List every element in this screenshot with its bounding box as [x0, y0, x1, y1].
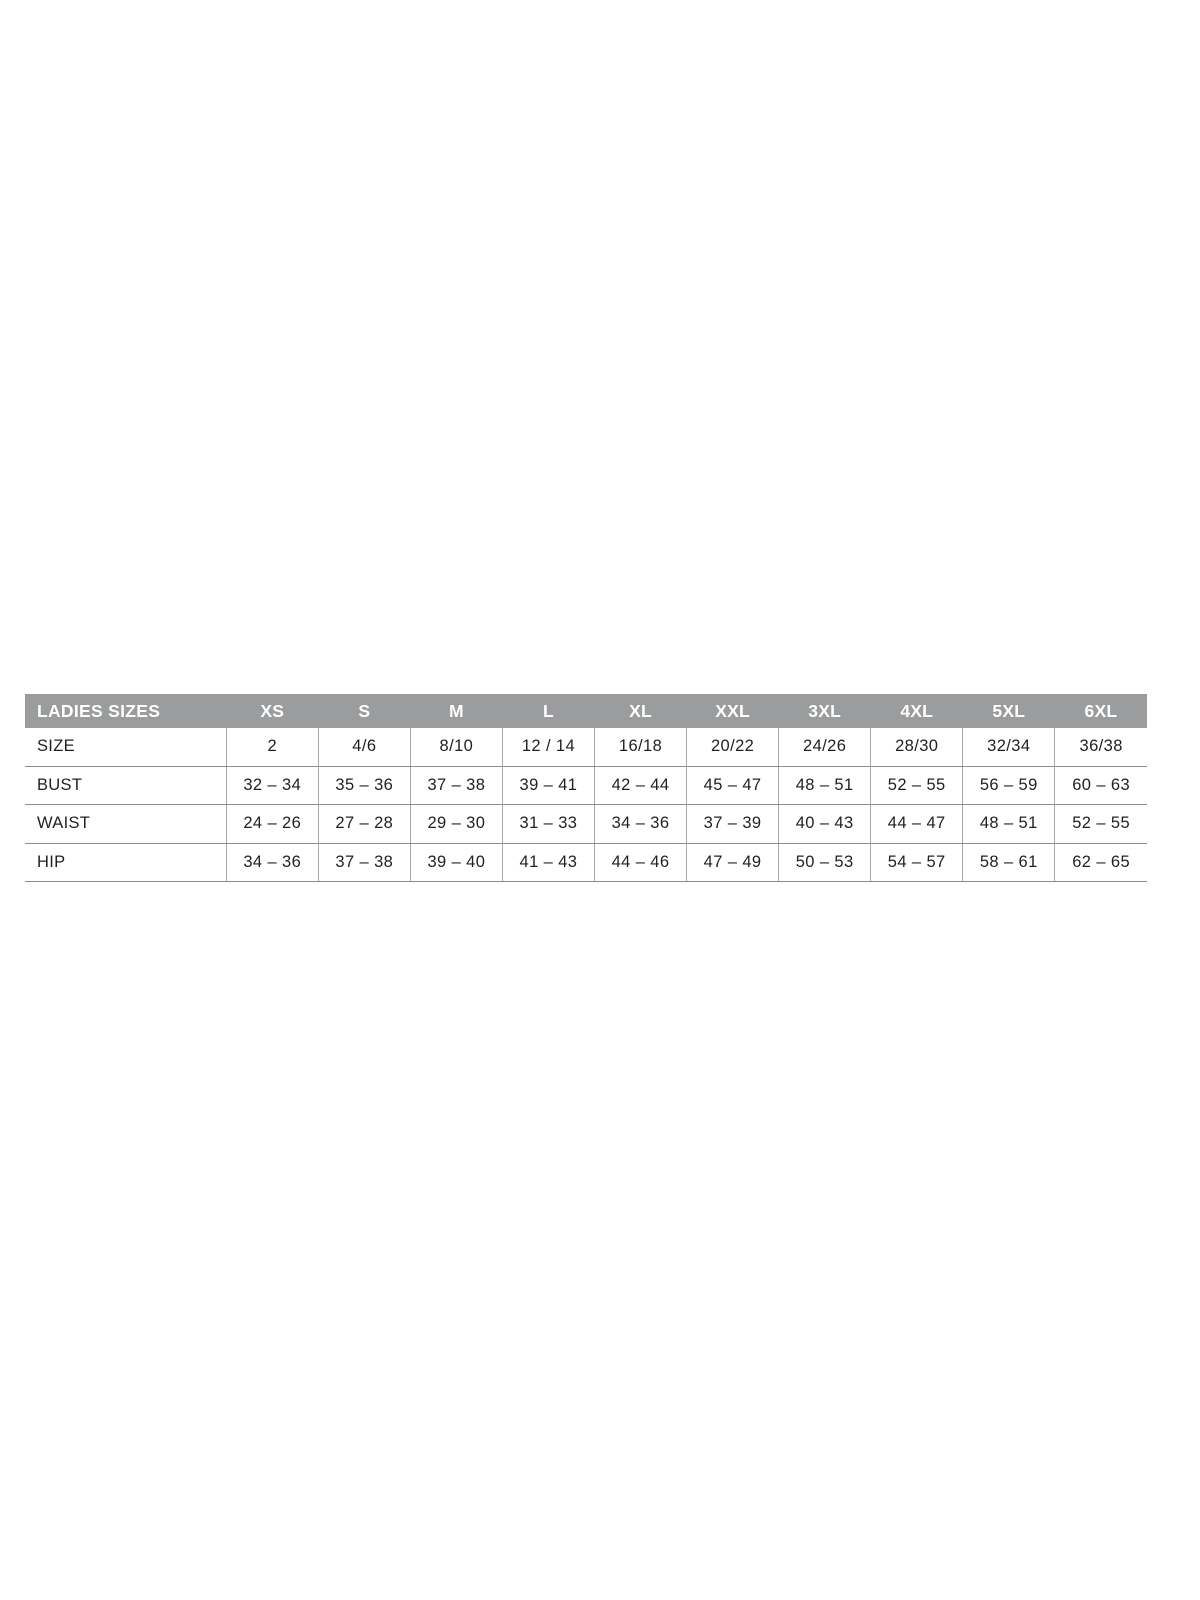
cell-waist-xs: 24 – 26: [225, 804, 319, 844]
cell-bust-6xl: 60 – 63: [1054, 766, 1147, 805]
cell-bust-5xl: 56 – 59: [962, 766, 1055, 805]
cell-size-xxl: 20/22: [686, 728, 779, 767]
size-chart-container: LADIES SIZES XS S M L XL XXL 3XL 4XL 5XL…: [25, 694, 1147, 882]
cell-hip-m: 39 – 40: [409, 843, 503, 882]
cell-waist-l: 31 – 33: [501, 804, 595, 844]
cell-hip-4xl: 54 – 57: [870, 843, 963, 882]
cell-size-xl: 16/18: [593, 728, 687, 767]
cell-waist-5xl: 48 – 51: [962, 804, 1055, 844]
column-header-xs: XS: [260, 700, 285, 721]
cell-hip-l: 41 – 43: [501, 843, 595, 882]
table-row: HIP 34 – 36 37 – 38 39 – 40 41 – 43 44 –…: [25, 843, 1147, 882]
cell-size-l: 12 / 14: [501, 728, 595, 767]
cell-bust-4xl: 52 – 55: [870, 766, 963, 805]
row-label-hip: HIP: [25, 843, 227, 882]
header-row: LADIES SIZES XS S M L XL XXL 3XL 4XL 5XL…: [25, 694, 1147, 728]
column-header-xl: XL: [629, 700, 652, 721]
cell-hip-xxl: 47 – 49: [686, 843, 779, 882]
cell-size-m: 8/10: [409, 728, 503, 767]
cell-bust-m: 37 – 38: [409, 766, 503, 805]
column-header-m: M: [449, 700, 464, 721]
cell-bust-s: 35 – 36: [317, 766, 411, 805]
table-body: SIZE 2 4/6 8/10 12 / 14 16/18 20/22 24/2…: [25, 728, 1147, 882]
column-header-3xl: 3XL: [808, 700, 841, 721]
cell-hip-5xl: 58 – 61: [962, 843, 1055, 882]
table-row: BUST 32 – 34 35 – 36 37 – 38 39 – 41 42 …: [25, 766, 1147, 805]
column-header-5xl: 5XL: [992, 700, 1026, 721]
cell-waist-6xl: 52 – 55: [1054, 804, 1147, 844]
cell-waist-3xl: 40 – 43: [778, 804, 871, 844]
column-header-6xl: 6XL: [1084, 700, 1118, 721]
table-header: LADIES SIZES XS S M L XL XXL 3XL 4XL 5XL…: [25, 694, 1147, 728]
cell-hip-3xl: 50 – 53: [778, 843, 871, 882]
cell-size-xs: 2: [225, 728, 319, 767]
cell-size-6xl: 36/38: [1054, 728, 1147, 767]
cell-bust-3xl: 48 – 51: [778, 766, 871, 805]
cell-waist-4xl: 44 – 47: [870, 804, 963, 844]
cell-hip-s: 37 – 38: [317, 843, 411, 882]
cell-hip-xs: 34 – 36: [225, 843, 319, 882]
column-header-s: S: [358, 700, 371, 721]
cell-hip-6xl: 62 – 65: [1054, 843, 1147, 882]
cell-waist-m: 29 – 30: [409, 804, 503, 844]
column-header-4xl: 4XL: [900, 700, 934, 721]
cell-waist-s: 27 – 28: [317, 804, 411, 844]
row-label-bust: BUST: [25, 766, 227, 805]
cell-size-s: 4/6: [317, 728, 411, 767]
cell-bust-xxl: 45 – 47: [686, 766, 779, 805]
cell-size-5xl: 32/34: [962, 728, 1055, 767]
cell-waist-xxl: 37 – 39: [686, 804, 779, 844]
cell-bust-xl: 42 – 44: [593, 766, 687, 805]
row-label-size: SIZE: [25, 728, 227, 767]
cell-size-4xl: 28/30: [870, 728, 963, 767]
row-label-waist: WAIST: [25, 804, 227, 844]
column-header-l: L: [543, 700, 554, 721]
cell-waist-xl: 34 – 36: [593, 804, 687, 844]
table-row: WAIST 24 – 26 27 – 28 29 – 30 31 – 33 34…: [25, 804, 1147, 844]
column-header-xxl: XXL: [715, 700, 750, 721]
cell-size-3xl: 24/26: [778, 728, 871, 767]
ladies-size-chart-table: LADIES SIZES XS S M L XL XXL 3XL 4XL 5XL…: [25, 694, 1147, 882]
table-row: SIZE 2 4/6 8/10 12 / 14 16/18 20/22 24/2…: [25, 728, 1147, 767]
cell-hip-xl: 44 – 46: [593, 843, 687, 882]
cell-bust-xs: 32 – 34: [225, 766, 319, 805]
chart-title: LADIES SIZES: [37, 700, 161, 721]
cell-bust-l: 39 – 41: [501, 766, 595, 805]
